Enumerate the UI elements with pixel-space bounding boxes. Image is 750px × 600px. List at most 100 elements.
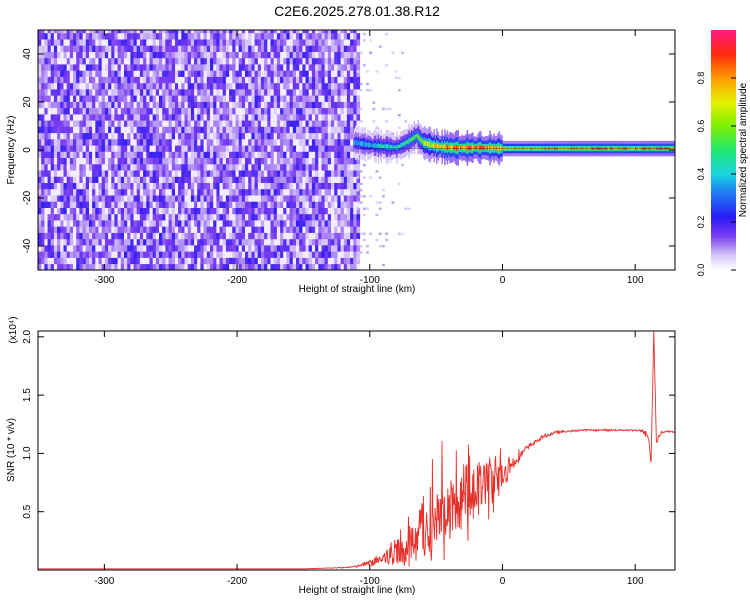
heatmap-cell [270, 163, 275, 171]
heatmap-cell [181, 238, 185, 246]
heatmap-cell [216, 245, 220, 252]
heatmap-cell [283, 251, 287, 258]
heatmap-cell [292, 114, 297, 121]
heatmap-cell [101, 232, 106, 240]
heatmap-cell [210, 51, 214, 59]
heatmap-cell [229, 201, 233, 208]
heatmap-cell [280, 232, 284, 240]
heatmap-cell [41, 238, 45, 246]
heatmap-cell [50, 39, 55, 46]
heatmap-cell [139, 201, 144, 208]
heatmap-cell [47, 207, 52, 215]
heatmap-cell [197, 64, 201, 71]
heatmap-cell [108, 32, 112, 40]
heatmap-cell [200, 89, 204, 96]
heatmap-cell [340, 76, 345, 84]
heatmap-cell [98, 70, 103, 77]
heatmap-cell [401, 232, 404, 235]
heatmap-cell [346, 213, 351, 221]
heatmap-cell [276, 176, 281, 183]
heatmap-cell [41, 120, 45, 127]
heatmap-cell [382, 107, 385, 111]
heatmap-cell [257, 170, 262, 177]
heatmap-cell [146, 32, 150, 40]
heatmap-ridge-cell [469, 145, 471, 150]
heatmap-cell [299, 107, 303, 115]
heatmap-cell [57, 163, 61, 171]
heatmap-cell [104, 201, 109, 208]
heatmap-cell [292, 51, 297, 59]
heatmap-cell [200, 132, 204, 140]
heatmap-cell [50, 32, 55, 40]
heatmap-cell [47, 257, 52, 265]
heatmap-cell [178, 107, 182, 115]
heatmap-cell [41, 32, 45, 40]
heatmap-cell [225, 163, 230, 171]
heatmap-cell [318, 101, 322, 109]
heatmap-cell [346, 107, 351, 115]
heatmap-cell [117, 238, 122, 246]
heatmap-cell [286, 89, 290, 96]
heatmap-cell [305, 32, 310, 40]
heatmap-cell [69, 213, 74, 221]
heatmap-cell [210, 238, 214, 246]
heatmap-cell [245, 70, 249, 77]
heatmap-cell [124, 213, 128, 221]
heatmap-cell [315, 120, 319, 127]
heatmap-cell [117, 226, 122, 233]
heatmap-cell [136, 51, 141, 59]
heatmap-ridge-cell [425, 141, 428, 146]
heatmap-cell [63, 76, 68, 84]
heatmap-cell [327, 139, 332, 146]
heatmap-cell [165, 195, 169, 202]
heatmap-cell [184, 64, 189, 71]
heatmap-cell [184, 257, 189, 265]
heatmap-cell [280, 132, 284, 140]
heatmap-cell [139, 132, 144, 140]
heatmap-cell [213, 76, 217, 84]
heatmap-cell [331, 107, 335, 115]
heatmap-cell [350, 114, 354, 121]
heatmap-cell [53, 120, 58, 127]
heatmap-cell [149, 163, 154, 171]
heatmap-cell [120, 220, 125, 227]
heatmap-cell [181, 30, 185, 34]
heatmap-cell [302, 132, 306, 140]
heatmap-cell [219, 257, 224, 265]
heatmap-cell [203, 213, 208, 221]
heatmap-cell [206, 201, 211, 208]
heatmap-cell [162, 151, 166, 158]
heatmap-cell [229, 101, 233, 109]
heatmap-cell [171, 238, 176, 246]
heatmap-cell [219, 176, 224, 183]
heatmap-cell [120, 64, 125, 71]
heatmap-cell [143, 145, 147, 152]
heatmap-cell [245, 163, 249, 171]
heatmap-cell [362, 163, 366, 167]
heatmap-cell [289, 176, 294, 183]
heatmap-cell [85, 76, 90, 84]
heatmap-cell [289, 232, 294, 240]
heatmap-cell [175, 226, 179, 233]
heatmap-cell [38, 51, 42, 59]
heatmap-cell [238, 132, 243, 140]
heatmap-cell [76, 32, 80, 40]
heatmap-cell [229, 120, 233, 127]
heatmap-ridge-cell [453, 145, 455, 150]
heatmap-cell [264, 95, 268, 102]
heatmap-cell [184, 195, 189, 202]
heatmap-cell [60, 263, 64, 270]
heatmap-cell [357, 27, 360, 29]
heatmap-cell [152, 213, 157, 221]
heatmap-cell [63, 64, 68, 71]
heatmap-cell [50, 251, 55, 258]
heatmap-cell [245, 132, 249, 140]
heatmap-cell [270, 157, 275, 165]
heatmap-cell [241, 201, 246, 208]
heatmap-cell [82, 39, 87, 46]
heatmap-cell [254, 145, 259, 152]
heatmap-cell [111, 139, 115, 146]
heatmap-cell [82, 101, 87, 109]
heatmap-cell [245, 245, 249, 252]
heatmap-cell [178, 163, 182, 171]
